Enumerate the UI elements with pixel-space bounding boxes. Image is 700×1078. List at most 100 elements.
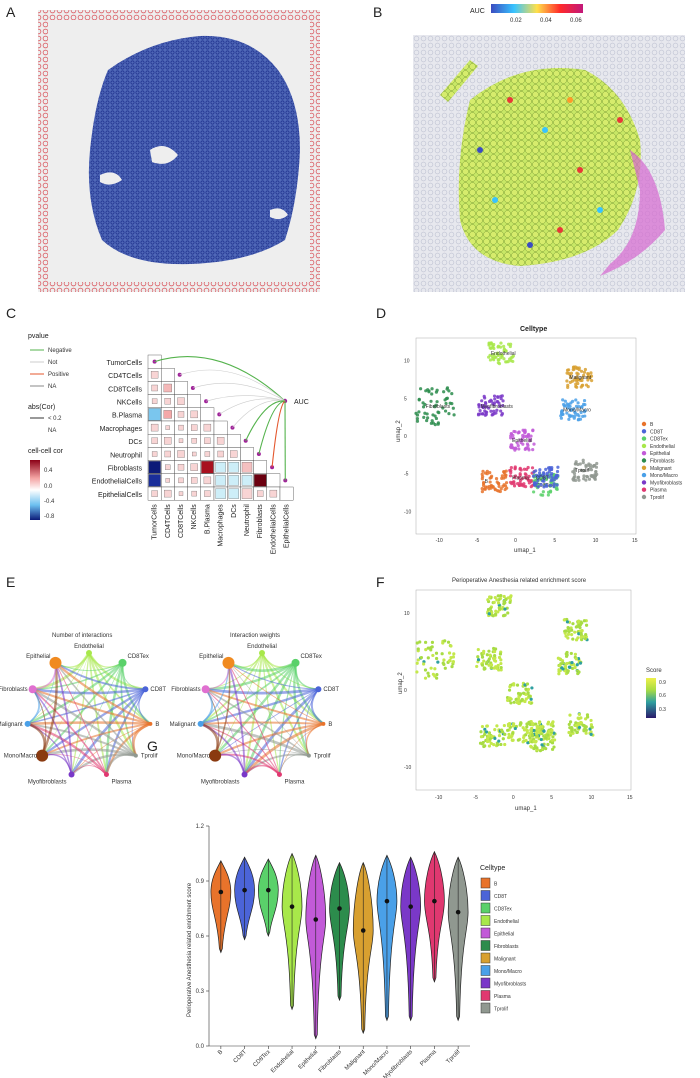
corr-square — [150, 423, 159, 432]
umap-d-point — [507, 357, 512, 361]
corr-col-label: CD4TCells — [165, 504, 172, 538]
umap-d-point — [589, 371, 593, 375]
umap-f-point — [589, 718, 593, 723]
umap-f-point — [584, 728, 588, 732]
corr-square — [204, 451, 211, 457]
network-edge — [214, 662, 297, 757]
umap-f-point — [485, 653, 489, 657]
umap-d-legend-swatch — [641, 443, 647, 449]
umap-f-point — [518, 692, 522, 697]
network-edge — [32, 688, 137, 757]
network-edge — [243, 688, 320, 776]
umap-d-ytick: 5 — [404, 396, 407, 402]
umap-f-point — [546, 742, 550, 747]
network-edge — [228, 662, 319, 690]
corr-cell — [160, 368, 175, 382]
umap-f-point — [569, 651, 573, 656]
umap-f-point — [521, 740, 525, 744]
umap-f-point — [493, 595, 497, 600]
umap-d-point — [552, 482, 556, 486]
umap-d-point — [515, 441, 519, 445]
corr-auc-link — [271, 400, 286, 468]
umap-d-point — [581, 458, 585, 462]
corr-square — [151, 451, 158, 457]
umap-d-point — [498, 404, 502, 408]
network-edge — [54, 662, 137, 757]
network-edge — [41, 652, 90, 756]
umap-f-point — [426, 656, 430, 660]
umap-f-point — [577, 619, 581, 623]
umap-f-point — [551, 720, 555, 724]
violin-xtick-label: Tprolif — [446, 1049, 462, 1065]
violin-legend-label: Myofibroblasts — [494, 982, 527, 988]
umap-f-point — [507, 735, 511, 740]
umap-f-point — [492, 600, 496, 604]
panel-label-b: B — [373, 4, 382, 20]
umap-f-point — [568, 713, 572, 717]
umap-d-point — [590, 474, 594, 478]
umap-d-point — [531, 448, 535, 452]
umap-f-point — [446, 640, 451, 644]
umap-d-point — [569, 371, 574, 375]
network-title-weight: Interaction weights — [230, 633, 280, 639]
umap-f-point — [524, 697, 528, 701]
umap-d-legend-label: Mono/Macro — [650, 473, 678, 479]
violin-ytick-label: 0.3 — [196, 989, 205, 995]
network-node-label: B — [155, 722, 159, 728]
umap-d-xtick: 10 — [593, 538, 599, 544]
umap-d-point — [505, 360, 509, 364]
umap-d-point — [552, 484, 556, 488]
umap-f-point — [523, 699, 527, 704]
umap-d-point — [491, 402, 495, 406]
umap-d-point — [496, 400, 500, 404]
umap-d-point — [536, 478, 540, 482]
umap-d-point — [481, 405, 485, 409]
umap-d-point — [502, 344, 506, 348]
umap-d-point — [483, 396, 487, 400]
network-node — [133, 753, 138, 758]
umap-d-point — [587, 463, 591, 467]
network-edge — [54, 662, 73, 775]
score-colorbar — [646, 678, 656, 718]
umap-f-point — [558, 664, 562, 668]
network-edge — [105, 662, 124, 775]
umap-d-point — [445, 387, 449, 391]
umap-d-point — [492, 342, 496, 347]
corr-row-label: CD8TCells — [108, 386, 142, 393]
umap-f-point — [499, 661, 503, 666]
umap-f-point — [570, 729, 574, 733]
corr-square — [257, 490, 264, 497]
umap-f-point — [580, 638, 584, 642]
umap-d-point — [550, 471, 554, 476]
network-edge — [200, 662, 230, 725]
umap-f-point — [511, 731, 515, 735]
umap-f-point — [442, 662, 446, 667]
umap-f-point — [488, 595, 492, 599]
violin-ytick-label: 1.2 — [196, 824, 205, 830]
umap-f-point — [493, 659, 498, 663]
corr-square — [163, 410, 172, 419]
auc-tick-3: 0.06 — [570, 18, 582, 24]
corr-square — [228, 475, 239, 486]
umap-d-point — [480, 477, 484, 481]
umap-f-point — [570, 633, 574, 637]
umap-f-point — [589, 723, 593, 727]
corr-auc-link — [179, 369, 286, 402]
umap-f-point — [426, 671, 430, 675]
violin-xtick-label: Endothelial — [270, 1049, 295, 1074]
umap-f-point — [578, 661, 583, 665]
network-edge — [214, 688, 319, 756]
corr-cell — [240, 447, 254, 461]
umap-d-point — [510, 482, 514, 486]
umap-d-point — [574, 382, 578, 386]
umap-d-point — [526, 434, 530, 438]
umap-d-point — [578, 462, 582, 466]
network-edge — [214, 652, 263, 756]
violin-xtick-label: B — [217, 1049, 224, 1056]
umap-d-point — [568, 380, 572, 384]
umap-d-point — [488, 480, 492, 484]
violin-median-point — [313, 917, 319, 922]
umap-d-legend-swatch — [641, 458, 647, 463]
umap-d-point — [437, 411, 441, 415]
umap-f-point — [532, 739, 536, 743]
